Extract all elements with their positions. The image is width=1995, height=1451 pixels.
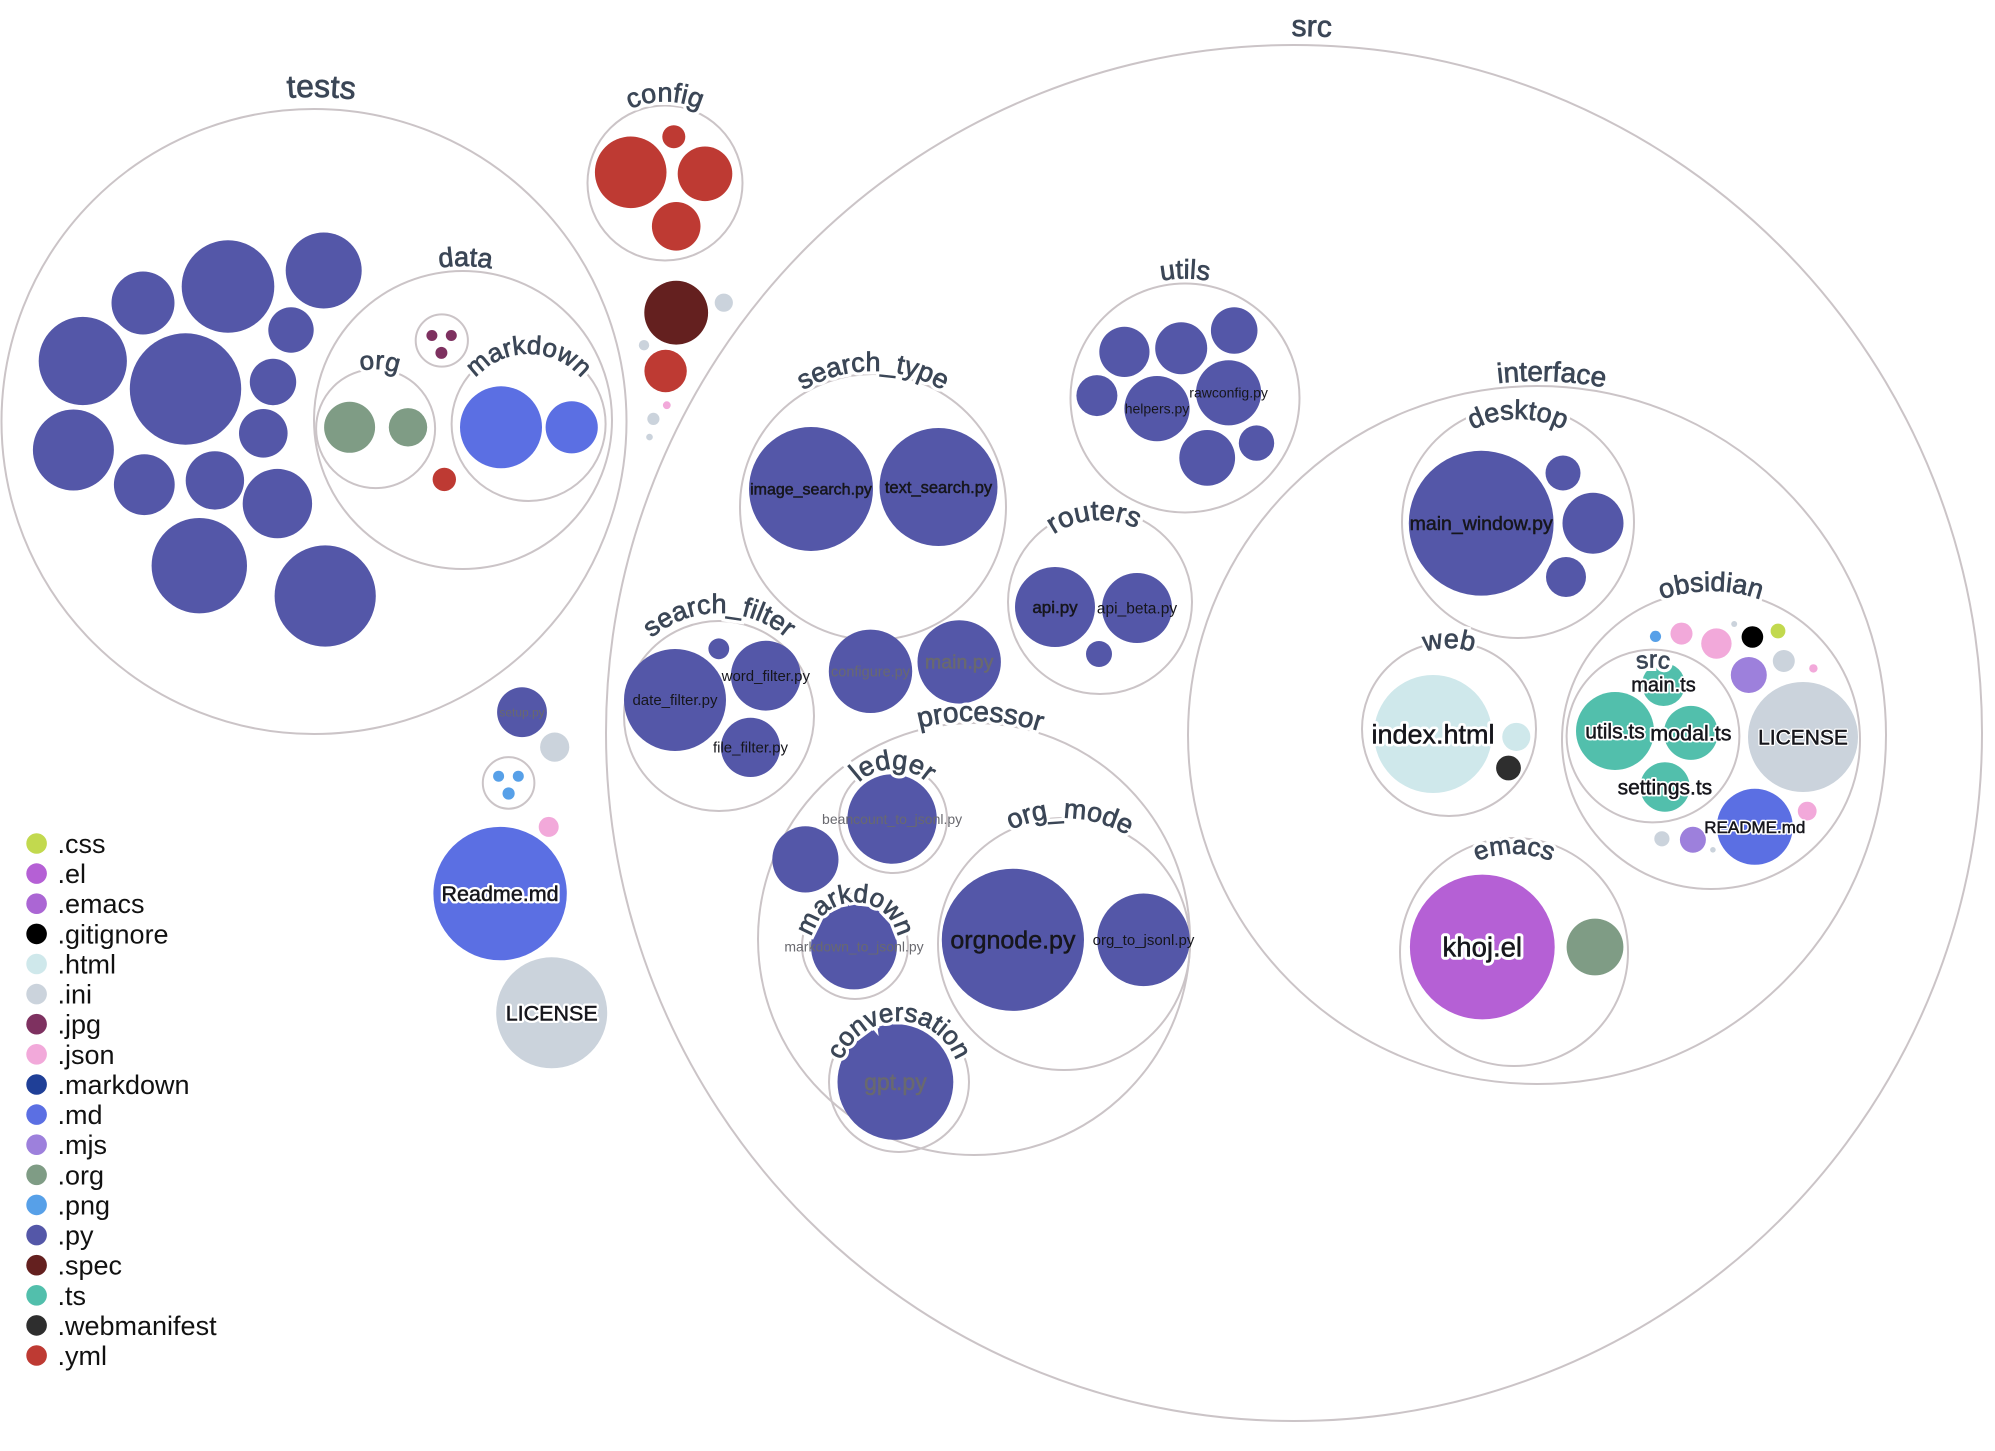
svg-text:processor: processor [914, 696, 1048, 737]
svg-text:markdown: markdown [460, 330, 599, 383]
svg-text:main.py: main.py [925, 652, 994, 674]
svg-text:obsidian: obsidian [1655, 567, 1767, 605]
svg-text:src: src [1634, 647, 1672, 676]
svg-text:LICENSE: LICENSE [1758, 726, 1848, 749]
svg-text:.emacs: .emacs [58, 889, 145, 919]
svg-text:routers: routers [1041, 495, 1146, 540]
svg-text:.png: .png [58, 1190, 111, 1220]
svg-text:file_filter.py: file_filter.py [713, 740, 789, 757]
svg-text:rawconfig.py: rawconfig.py [1189, 385, 1268, 401]
svg-text:main.ts: main.ts [1631, 675, 1695, 697]
svg-text:LICENSE: LICENSE [1758, 726, 1848, 749]
svg-text:.ini: .ini [58, 980, 93, 1010]
svg-text:khoj.el: khoj.el [1443, 932, 1523, 963]
svg-text:.markdown: .markdown [58, 1070, 190, 1100]
svg-text:gpt.py: gpt.py [864, 1069, 927, 1095]
svg-text:utils: utils [1158, 254, 1212, 286]
svg-text:.yml: .yml [58, 1341, 108, 1371]
svg-text:index.html: index.html [1371, 720, 1494, 750]
svg-text:search_filter: search_filter [637, 589, 802, 643]
svg-text:orgnode.py: orgnode.py [950, 927, 1076, 955]
svg-text:.json: .json [58, 1040, 115, 1070]
svg-text:LICENSE: LICENSE [506, 1001, 598, 1025]
svg-text:.jpg: .jpg [58, 1010, 102, 1040]
svg-text:api_beta.py: api_beta.py [1097, 600, 1177, 617]
svg-text:setup.py: setup.py [499, 705, 544, 719]
svg-text:date_filter.py: date_filter.py [632, 692, 718, 709]
svg-text:Readme.md: Readme.md [442, 882, 559, 906]
svg-text:configure.py: configure.py [831, 664, 911, 680]
svg-text:src: src [1291, 10, 1332, 44]
svg-text:README.md: README.md [1704, 818, 1805, 837]
svg-text:emacs: emacs [1469, 830, 1559, 867]
svg-text:text_search.py: text_search.py [885, 479, 993, 497]
svg-text:utils.ts: utils.ts [1585, 720, 1645, 743]
svg-text:search_type: search_type [792, 347, 955, 396]
svg-text:utils.ts: utils.ts [1585, 720, 1645, 743]
svg-text:image_search.py: image_search.py [750, 482, 872, 499]
svg-text:helpers.py: helpers.py [1125, 401, 1190, 417]
svg-text:desktop: desktop [1463, 395, 1573, 435]
svg-text:src: src [1634, 647, 1672, 676]
svg-text:word_filter.py: word_filter.py [721, 668, 811, 685]
svg-text:LICENSE: LICENSE [506, 1001, 598, 1025]
svg-text:api.py: api.py [1032, 598, 1078, 617]
svg-text:.mjs: .mjs [58, 1130, 108, 1160]
svg-text:interface: interface [1495, 356, 1609, 393]
svg-text:data: data [437, 242, 496, 275]
svg-text:.webmanifest: .webmanifest [58, 1311, 218, 1341]
svg-text:index.html: index.html [1371, 720, 1494, 750]
svg-text:beancount_to_jsonl.py: beancount_to_jsonl.py [822, 811, 962, 827]
svg-text:.el: .el [58, 859, 87, 889]
svg-text:khoj.el: khoj.el [1443, 932, 1523, 963]
svg-text:utils: utils [1158, 254, 1212, 286]
svg-text:src: src [1291, 10, 1332, 44]
svg-text:.ts: .ts [58, 1281, 87, 1311]
svg-text:main.ts: main.ts [1631, 675, 1695, 697]
svg-text:.py: .py [58, 1221, 95, 1251]
svg-text:modal.ts: modal.ts [1650, 721, 1731, 745]
svg-text:main_window.py: main_window.py [1410, 513, 1553, 535]
svg-text:org_to_jsonl.py: org_to_jsonl.py [1093, 932, 1195, 949]
svg-text:org: org [358, 345, 404, 379]
svg-text:.md: .md [58, 1100, 103, 1130]
svg-text:settings.ts: settings.ts [1618, 776, 1713, 799]
svg-text:modal.ts: modal.ts [1650, 721, 1731, 745]
svg-text:tests: tests [285, 68, 357, 107]
svg-text:data: data [437, 242, 496, 275]
svg-text:.css: .css [58, 829, 106, 859]
svg-text:settings.ts: settings.ts [1618, 776, 1713, 799]
svg-text:.gitignore: .gitignore [58, 919, 169, 949]
svg-text:web: web [1419, 624, 1478, 657]
svg-text:README.md: README.md [1704, 818, 1805, 837]
svg-text:.org: .org [58, 1160, 105, 1190]
svg-text:org_mode: org_mode [1002, 794, 1139, 841]
svg-text:config: config [622, 77, 709, 114]
svg-text:markdown_to_jsonl.py: markdown_to_jsonl.py [784, 938, 923, 954]
svg-text:Readme.md: Readme.md [442, 882, 559, 906]
svg-text:.html: .html [58, 950, 117, 980]
svg-text:.spec: .spec [58, 1251, 123, 1281]
